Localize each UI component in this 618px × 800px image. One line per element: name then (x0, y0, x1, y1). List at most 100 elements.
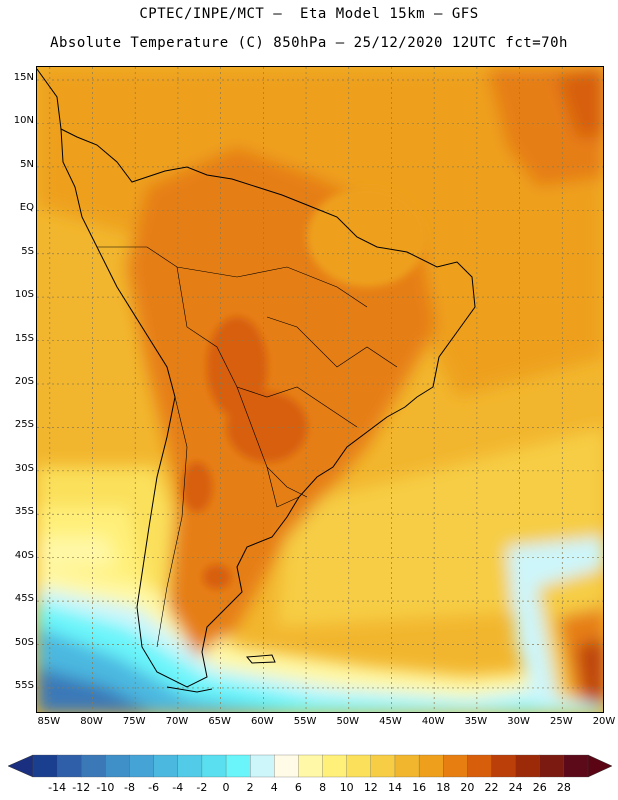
colorbar-swatch (105, 754, 130, 778)
border-andes (156, 396, 188, 648)
colorbar-label: 4 (271, 781, 278, 794)
tierra-del-fuego-outline (166, 686, 213, 693)
temperature-map (36, 66, 604, 713)
falklands-outline (245, 654, 276, 664)
map-canvas (37, 67, 603, 712)
colorbar-label: -4 (172, 781, 183, 794)
lat-label: 5S (21, 245, 34, 257)
colorbar-label: 6 (295, 781, 302, 794)
colorbar-swatch (322, 754, 348, 778)
lat-label: 25S (14, 419, 34, 431)
colorbar-label: 22 (484, 781, 498, 794)
coastline (37, 68, 476, 693)
colorbar-label: 14 (388, 781, 402, 794)
lat-label: 45S (14, 593, 34, 605)
colorbar-swatch (539, 754, 565, 778)
lon-label: 65W (208, 716, 231, 727)
colorbar-label: -8 (124, 781, 135, 794)
lon-label: 45W (379, 716, 402, 727)
colorbar-swatch (370, 754, 396, 778)
colorbar-label: -12 (72, 781, 90, 794)
colorbar-label: 18 (436, 781, 450, 794)
lat-label: 5N (20, 158, 34, 170)
lat-label: 50S (14, 636, 34, 648)
colorbar-label: 16 (412, 781, 426, 794)
lon-label: 50W (336, 716, 360, 727)
border-brazil-states (266, 316, 398, 368)
lat-label: 20S (14, 375, 34, 387)
colorbar-label: 2 (247, 781, 254, 794)
temperature-field-se-hottest (577, 637, 603, 707)
lat-label: 40S (14, 549, 34, 561)
temperature-field-cold2 (37, 602, 603, 712)
colorbar-swatch (274, 754, 299, 778)
colorbar-swatch (250, 754, 275, 778)
central-america-outline (37, 68, 62, 130)
lat-label: 30S (14, 462, 34, 474)
temperature-field-bolivia-hot (207, 317, 267, 417)
colorbar-swatch (153, 754, 179, 778)
temperature-field-cold4 (37, 667, 154, 712)
colorbar-label: -2 (196, 781, 207, 794)
colorbar-label: 26 (533, 781, 547, 794)
colorbar-label: 10 (340, 781, 354, 794)
lat-label: 15N (13, 72, 34, 84)
lat-label: 15S (14, 332, 34, 344)
colorbar-swatch (394, 754, 420, 778)
lon-label: 25W (549, 716, 573, 727)
lon-label: 70W (165, 716, 189, 727)
colorbar-swatch (443, 754, 468, 778)
temperature-field-west-arg-hot (182, 462, 212, 512)
colorbar-swatch (177, 754, 203, 778)
map-title-line1: CPTEC/INPE/MCT – Eta Model 15km – GFS (139, 6, 479, 22)
temperature-field-atlantic-hot (557, 67, 603, 137)
colorbar-label: 12 (364, 781, 378, 794)
colorbar-label: -14 (48, 781, 66, 794)
colorbar-over-arrow (587, 754, 613, 778)
lat-label: 10N (13, 115, 34, 127)
colorbar-under-arrow (7, 754, 34, 778)
lat-label: 10S (14, 289, 34, 301)
map-title-line2: Absolute Temperature (C) 850hPa – 25/12/… (50, 35, 568, 51)
country-borders (97, 246, 398, 648)
temperature-field-amazon-mild (307, 187, 427, 287)
lon-label: 75W (122, 716, 146, 727)
colorbar-swatch (201, 754, 227, 778)
lon-label: 80W (80, 716, 103, 727)
lon-label: 60W (251, 716, 274, 727)
lon-label: 55W (293, 716, 317, 727)
colorbar-label: -6 (148, 781, 159, 794)
lat-label: EQ (19, 202, 34, 214)
colorbar-swatch (515, 754, 541, 778)
colorbar-swatch (298, 754, 324, 778)
colorbar-swatch (81, 754, 106, 778)
colorbar-label: 24 (509, 781, 523, 794)
colorbar-swatch (346, 754, 372, 778)
colorbar-swatch (491, 754, 517, 778)
colorbar-swatch (418, 754, 444, 778)
south-america-outline (60, 128, 476, 688)
colorbar-label: 0 (223, 781, 230, 794)
lat-label: 55S (14, 679, 34, 691)
lon-label: 85W (37, 716, 61, 727)
colorbar-label: 20 (460, 781, 474, 794)
lon-label: 30W (507, 716, 530, 727)
lon-label: 40W (421, 716, 445, 727)
colorbar-label: 28 (557, 781, 571, 794)
colorbar-legend: -14 -12 -10 -8 -6 -4 -2 0 2 4 6 8 10 12 14 16 18 20 22 24 26… (7, 754, 613, 794)
temperature-field-patagonia-hot (203, 565, 231, 589)
colorbar-swatch (225, 754, 251, 778)
lat-label: 35S (14, 506, 34, 518)
colorbar-swatch (56, 754, 82, 778)
colorbar-label: 8 (319, 781, 326, 794)
colorbar-label: -10 (96, 781, 114, 794)
border-north (97, 246, 368, 308)
temperature-field-pacific-cooler (37, 537, 117, 567)
lon-label: 35W (464, 716, 488, 727)
border-bolivia (176, 266, 358, 428)
colorbar-swatch (563, 754, 589, 778)
colorbar-swatch (32, 754, 58, 778)
border-uruguay (266, 466, 300, 508)
colorbar-swatch (467, 754, 492, 778)
lon-label: 20W (592, 716, 616, 727)
